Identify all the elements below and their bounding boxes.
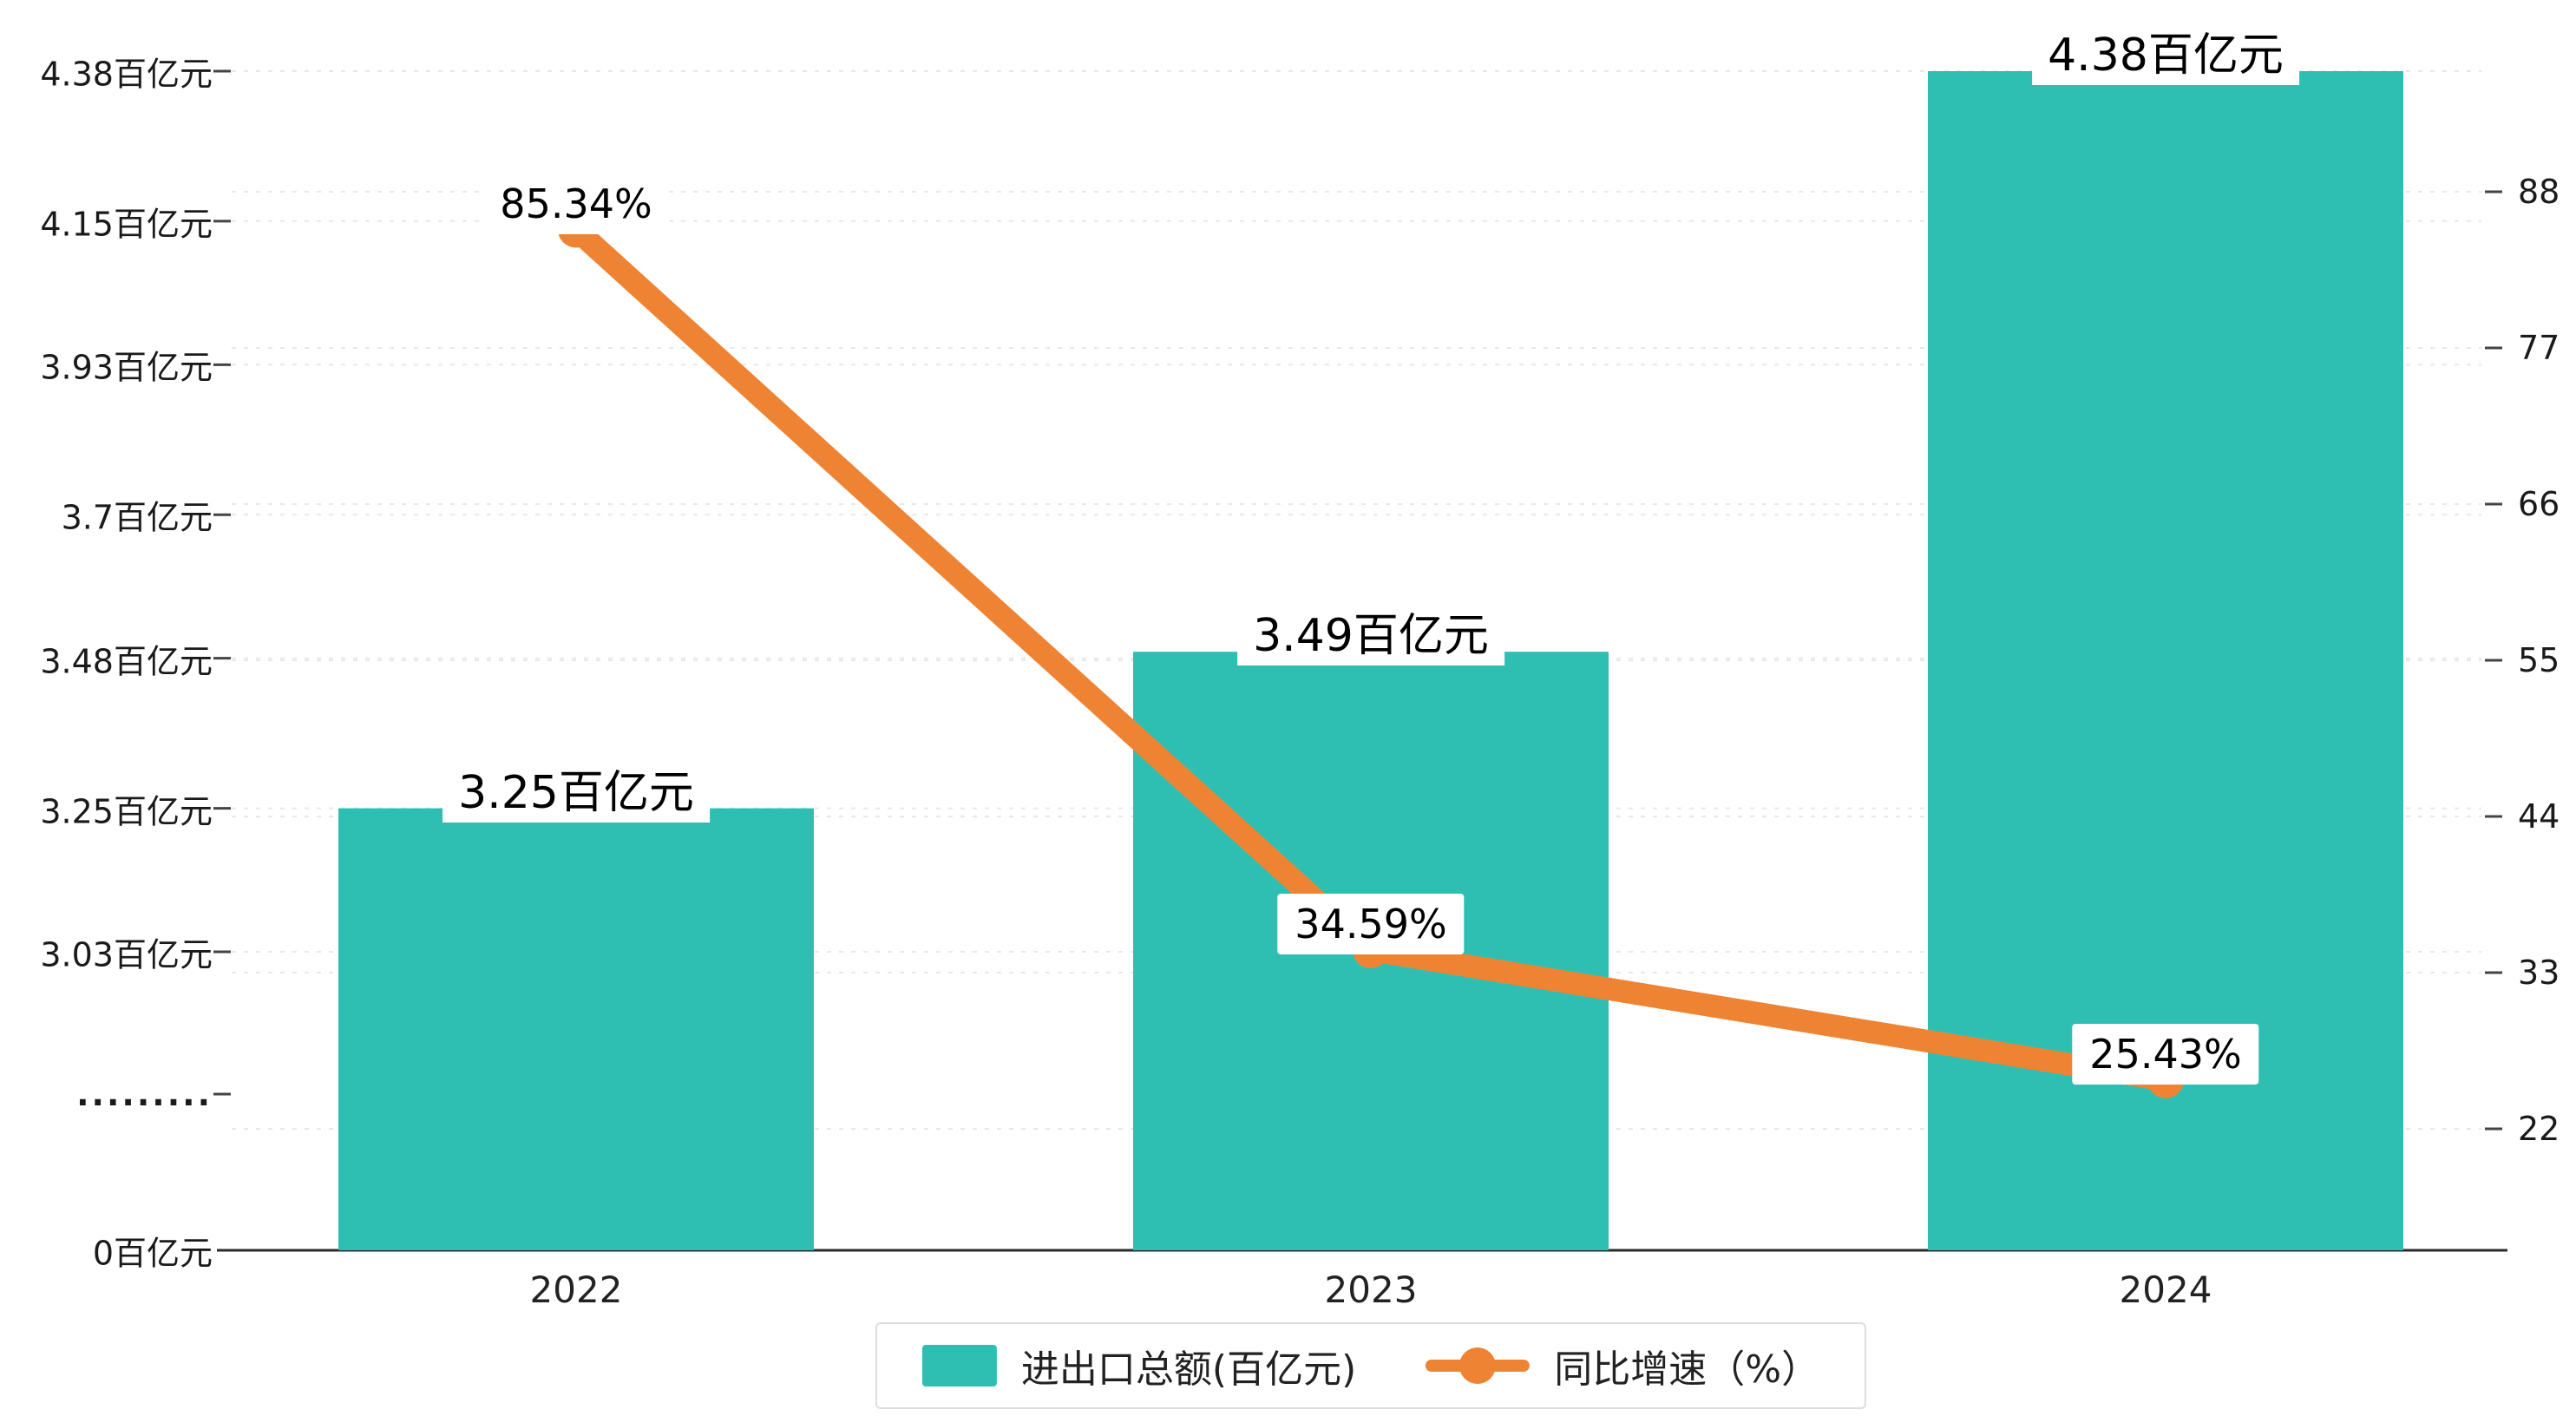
legend-item-growth-rate[interactable]: 同比增速（%） xyxy=(1426,1338,1819,1393)
legend-label-growth-rate: 同比增速（%） xyxy=(1554,1347,1820,1392)
legend-label-total-trade: 进出口总额(百亿元) xyxy=(1020,1347,1357,1392)
bar-series-swatch xyxy=(921,1345,997,1386)
legend-item-total-trade[interactable]: 进出口总额(百亿元) xyxy=(921,1338,1357,1393)
bar-2022 xyxy=(338,808,814,1250)
line-point-2024 xyxy=(2147,1061,2184,1098)
legend: 进出口总额(百亿元) 同比增速（%） xyxy=(875,1322,1867,1409)
line-point-2022 xyxy=(558,211,594,248)
line-series-dot-icon xyxy=(1459,1347,1497,1384)
line-series-marker xyxy=(1426,1347,1531,1384)
line-point-2023 xyxy=(1353,931,1389,968)
